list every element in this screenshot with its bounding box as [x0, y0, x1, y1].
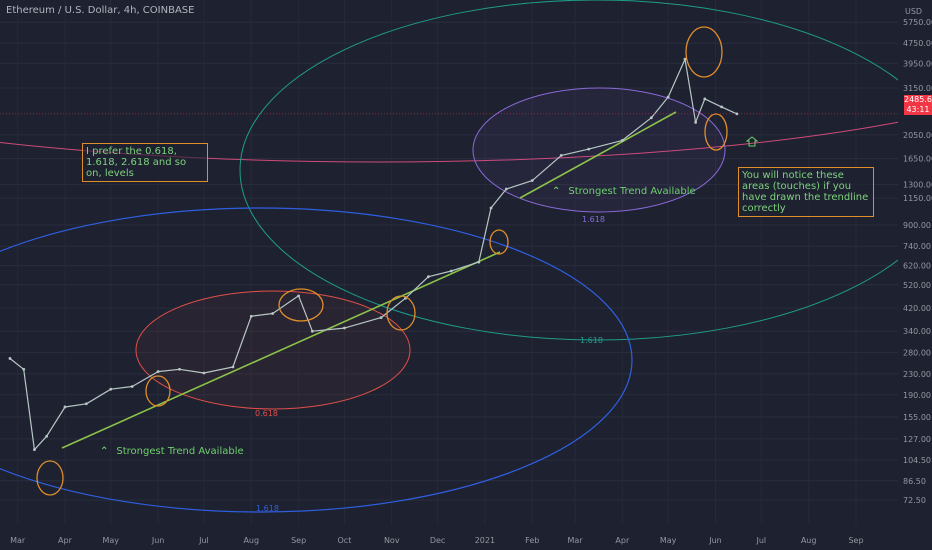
price-tick-label: 620.00: [903, 262, 931, 271]
price-axis-unit: USD: [905, 7, 922, 16]
price-tick-label: 4750.00: [903, 39, 932, 48]
time-tick-label: Jul: [198, 536, 209, 545]
price-tick-label: 72.50: [903, 496, 926, 505]
time-tick-label: Nov: [384, 536, 400, 545]
trendline-upper: [519, 111, 677, 199]
trendline-lower: [61, 251, 501, 449]
blue-ellipse: [0, 207, 633, 513]
touch-circle: [489, 229, 509, 255]
price-tick-label: 3150.00: [903, 84, 932, 93]
last-price-tag: 2485.61 43:11: [904, 95, 932, 115]
time-tick-label: Sep: [291, 536, 306, 545]
fib-label-red: 0.618: [255, 409, 278, 418]
time-tick-label: Mar: [10, 536, 26, 545]
price-tick-label: 740.00: [903, 242, 931, 251]
pink-arc: [0, 114, 932, 163]
time-tick-label: Mar: [567, 536, 583, 545]
last-price: 2485.61: [904, 95, 932, 104]
time-tick-label: Aug: [243, 536, 259, 545]
fib-label-blue: 1.618: [256, 504, 279, 513]
arrow-up-icon: [745, 136, 759, 147]
countdown: 43:11: [906, 105, 930, 114]
trend-label-lower-text: Strongest Trend Available: [116, 446, 244, 457]
chevron-up-icon: ⌃: [552, 186, 561, 197]
price-tick-label: 1150.00: [903, 194, 932, 203]
time-tick-label: Jun: [708, 536, 722, 545]
time-tick-label: Apr: [615, 536, 630, 545]
price-tick-label: 280.00: [903, 348, 931, 357]
touch-circle: [278, 288, 324, 322]
touch-circle: [386, 295, 416, 331]
time-tick-label: 2021: [475, 536, 495, 545]
trend-label-lower: ⌃ Strongest Trend Available: [100, 446, 244, 457]
touch-circle: [36, 460, 64, 496]
time-tick-label: Jun: [151, 536, 165, 545]
price-axis-panel: [898, 0, 932, 550]
time-tick-label: Dec: [430, 536, 445, 545]
fib-label-purple: 1.618: [582, 215, 605, 224]
price-tick-label: 2050.00: [903, 131, 932, 140]
price-tick-label: 900.00: [903, 221, 931, 230]
price-tick-label: 1650.00: [903, 155, 932, 164]
price-line: [9, 58, 738, 451]
price-tick-label: 230.00: [903, 370, 931, 379]
touch-circle: [145, 375, 171, 407]
time-axis-panel: [0, 524, 898, 550]
note-right: You will notice these areas (touches) if…: [738, 167, 874, 217]
trend-label-upper: ⌃ Strongest Trend Available: [552, 186, 696, 197]
price-tick-label: 340.00: [903, 327, 931, 336]
teal-ellipse: [239, 0, 932, 341]
touch-circle: [704, 113, 728, 151]
time-tick-label: Oct: [338, 536, 352, 545]
price-tick-label: 127.00: [903, 435, 931, 444]
price-tick-label: 5750.00: [903, 18, 932, 27]
note-left: I prefer the 0.618, 1.618, 2.618 and so …: [82, 143, 208, 182]
price-tick-label: 1300.00: [903, 181, 932, 190]
time-tick-label: Aug: [801, 536, 817, 545]
time-tick-label: Sep: [848, 536, 863, 545]
touch-circle: [685, 26, 723, 78]
price-tick-label: 86.50: [903, 477, 926, 486]
price-tick-label: 190.00: [903, 391, 931, 400]
time-tick-label: Jul: [755, 536, 766, 545]
price-tick-label: 420.00: [903, 304, 931, 313]
price-tick-label: 3950.00: [903, 59, 932, 68]
price-tick-label: 155.00: [903, 413, 931, 422]
chevron-up-icon: ⌃: [100, 446, 109, 457]
fib-label-teal: 1.618: [580, 336, 603, 345]
red-ellipse: [135, 290, 411, 410]
chart-title: Ethereum / U.S. Dollar, 4h, COINBASE: [6, 5, 195, 16]
price-tick-label: 104.50: [903, 456, 931, 465]
price-tick-label: 520.00: [903, 281, 931, 290]
time-tick-label: May: [103, 536, 120, 545]
time-tick-label: May: [660, 536, 677, 545]
time-tick-label: Feb: [525, 536, 539, 545]
time-tick-label: Apr: [58, 536, 73, 545]
trend-label-upper-text: Strongest Trend Available: [568, 186, 696, 197]
